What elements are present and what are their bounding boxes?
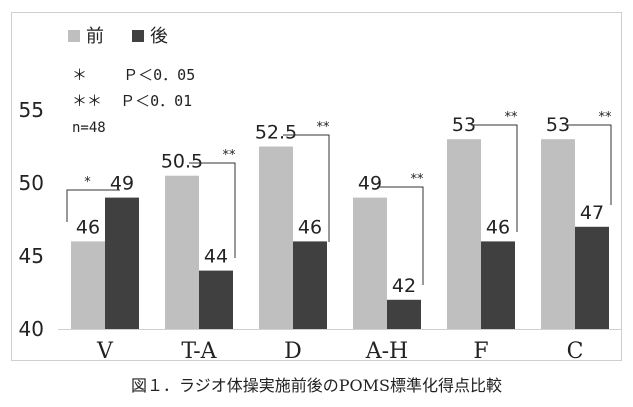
data-label-after-F: 46 — [486, 216, 510, 238]
legend-label-0: 前 — [86, 26, 104, 47]
figure-caption: 図１．ラジオ体操実施前後のPOMS標準化得点比較 — [131, 376, 502, 395]
sig-mark-F: ** — [505, 110, 519, 125]
data-label-before-C: 53 — [546, 114, 570, 136]
legend-label-1: 後 — [150, 26, 168, 47]
bar-before-T-A — [165, 175, 199, 329]
sig-mark-D: ** — [317, 120, 331, 135]
x-tick-label-T-A: T-A — [181, 339, 217, 364]
data-label-before-D: 52.5 — [255, 122, 297, 144]
legend-swatch-1 — [132, 30, 144, 42]
data-label-after-T-A: 44 — [204, 246, 228, 268]
data-label-before-T-A: 50.5 — [161, 151, 203, 173]
significance-legend-01: ＊＊ Ｐ＜0．01 — [72, 90, 192, 111]
bar-before-D — [259, 146, 293, 329]
bar-after-T-A — [199, 270, 233, 329]
sig-text-01: Ｐ＜0．01 — [120, 92, 193, 110]
y-tick-label-1: 45 — [19, 244, 44, 268]
x-tick-label-V: V — [96, 339, 114, 364]
sig-mark-01: ＊＊ — [72, 92, 103, 110]
sig-mark-05: ＊ — [72, 66, 88, 84]
sig-bracket-A-H — [377, 186, 424, 285]
data-label-after-V: 49 — [110, 173, 134, 195]
bar-after-F — [481, 241, 515, 329]
sample-size-label: n=48 — [72, 120, 106, 136]
data-label-before-A-H: 49 — [358, 173, 382, 195]
sig-bracket-D — [283, 134, 330, 242]
sig-mark-V: * — [84, 175, 91, 190]
data-label-after-D: 46 — [298, 216, 322, 238]
bar-before-C — [541, 139, 575, 329]
bar-before-F — [447, 139, 481, 329]
bar-after-C — [575, 226, 609, 329]
sig-bracket-C — [565, 124, 612, 205]
x-tick-label-A-H: A-H — [365, 339, 409, 364]
x-tick-label-D: D — [284, 339, 302, 364]
data-label-before-V: 46 — [76, 216, 100, 238]
data-label-after-C: 47 — [580, 202, 604, 224]
sig-bracket-T-A — [189, 162, 236, 258]
bar-before-A-H — [353, 197, 387, 329]
sig-bracket-F — [471, 124, 518, 232]
sig-mark-A-H: ** — [411, 172, 425, 187]
bar-before-V — [71, 241, 105, 329]
data-label-after-A-H: 42 — [392, 275, 416, 297]
x-tick-label-F: F — [473, 339, 488, 364]
sig-mark-T-A: ** — [223, 148, 237, 163]
sig-bracket-V — [66, 189, 120, 222]
bar-after-D — [293, 241, 327, 329]
y-tick-label-3: 55 — [19, 98, 44, 122]
sig-mark-C: ** — [599, 110, 613, 125]
y-tick-label-2: 50 — [19, 171, 44, 195]
x-tick-label-C: C — [567, 339, 584, 364]
bar-after-V — [105, 197, 139, 329]
chart-frame — [11, 12, 622, 361]
legend-swatch-0 — [68, 30, 80, 42]
sig-text-05: Ｐ＜0．05 — [123, 66, 196, 84]
y-tick-label-0: 40 — [19, 317, 44, 341]
significance-legend-05: ＊ Ｐ＜0．05 — [72, 64, 195, 85]
bar-after-A-H — [387, 299, 421, 329]
data-label-before-F: 53 — [452, 114, 476, 136]
